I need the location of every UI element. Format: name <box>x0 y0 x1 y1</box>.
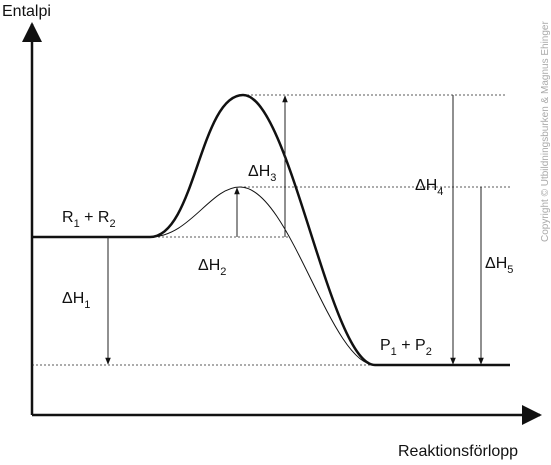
label-part: ΔH <box>198 257 220 274</box>
products-label: P1 + P2 <box>380 337 432 358</box>
catalyzed-path <box>149 186 376 366</box>
delta-h-label: ΔH4 <box>415 177 443 198</box>
label-part: ΔH <box>62 290 84 307</box>
label-part: ΔH <box>485 255 507 272</box>
delta-h-label: ΔH1 <box>62 290 90 311</box>
label-part: 1 <box>84 299 90 311</box>
label-part: 3 <box>270 172 276 184</box>
label-part: P <box>380 337 391 354</box>
y-axis-label: Entalpi <box>2 3 51 20</box>
label-part: 5 <box>507 264 513 276</box>
x-axis-label: Reaktionsförlopp <box>398 443 518 460</box>
label-part: R <box>62 209 74 226</box>
label-part: 1 <box>391 346 397 358</box>
label-part: 2 <box>426 346 432 358</box>
delta-h-label: ΔH3 <box>248 163 276 184</box>
reactants-label: R1 + R2 <box>62 209 116 230</box>
uncatalyzed-path <box>32 93 510 367</box>
label-part: ΔH <box>248 163 270 180</box>
label-part: 1 <box>74 218 80 230</box>
label-part: 2 <box>220 266 226 278</box>
delta-h-label: ΔH2 <box>198 257 226 278</box>
label-part: 4 <box>437 186 443 198</box>
delta-h-label: ΔH5 <box>485 255 513 276</box>
label-part: + R <box>80 209 110 226</box>
label-part: + P <box>397 337 426 354</box>
label-part: 2 <box>109 218 115 230</box>
label-part: ΔH <box>415 177 437 194</box>
copyright: Copyright © Utbildningsburken & Magnus E… <box>540 21 551 242</box>
